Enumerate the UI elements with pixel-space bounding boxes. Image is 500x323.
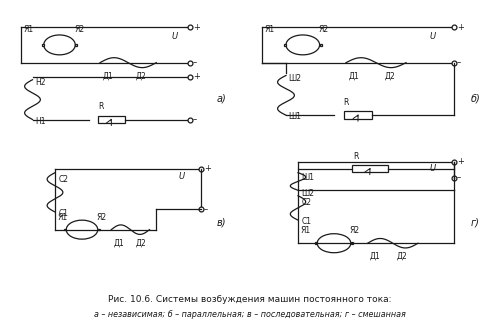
Text: Я2: Я2 [350,226,360,235]
Text: +: + [457,157,464,166]
Text: Д1: Д1 [348,72,359,81]
Text: U: U [430,164,436,173]
Text: Я2: Я2 [74,25,85,34]
Text: Я1: Я1 [264,25,274,34]
Text: б): б) [471,93,480,103]
Bar [352,165,388,172]
Text: R: R [353,152,358,161]
Bar [98,229,100,231]
Text: а – независимая; б – параллельная; в – последовательная; г – смешанная: а – независимая; б – параллельная; в – п… [94,309,406,318]
Text: Н1: Н1 [35,117,45,126]
Text: –: – [204,205,208,214]
Text: R: R [344,98,349,107]
Text: –: – [457,58,461,67]
Text: Д1: Д1 [102,72,113,81]
Bar [98,116,125,123]
Text: Я2: Я2 [96,213,107,222]
Text: С2: С2 [302,198,312,207]
Text: Я1: Я1 [300,226,310,235]
Text: –: – [192,115,197,124]
Text: R: R [98,102,103,111]
Text: Д1: Д1 [114,238,124,247]
Text: С2: С2 [58,175,68,184]
Text: +: + [192,72,200,81]
Text: Н2: Н2 [35,78,45,87]
Text: U: U [172,32,178,40]
Text: Ш2: Ш2 [288,74,302,83]
Bar [64,229,66,231]
Bar [351,242,352,244]
Text: +: + [192,23,200,32]
Bar [76,44,77,46]
Text: Д2: Д2 [136,72,147,81]
Text: –: – [192,58,197,67]
Text: U: U [430,32,436,40]
Text: +: + [204,164,211,173]
Text: Я2: Я2 [318,25,328,34]
Text: Д2: Д2 [136,238,147,247]
Text: г): г) [471,218,480,228]
Bar [42,44,44,46]
Text: Рис. 10.6. Системы возбуждения машин постоянного тока:: Рис. 10.6. Системы возбуждения машин пос… [108,295,392,304]
Text: Я1: Я1 [58,213,68,222]
Text: Я1: Я1 [24,25,34,34]
Text: Ш1: Ш1 [288,112,302,121]
Text: +: + [457,23,464,32]
Text: –: – [457,173,461,182]
Text: а): а) [217,93,227,103]
Text: С1: С1 [58,209,68,218]
Text: U: U [179,172,185,182]
Text: Д1: Д1 [370,252,381,261]
Bar [316,242,317,244]
Bar [344,111,372,119]
Text: в): в) [217,218,226,228]
Text: С1: С1 [302,217,312,226]
Text: Д2: Д2 [396,252,407,261]
Bar [284,44,286,46]
Bar [320,44,322,46]
Text: Д2: Д2 [384,72,395,81]
Text: Ш2: Ш2 [302,189,314,198]
Text: Ш1: Ш1 [302,173,314,182]
